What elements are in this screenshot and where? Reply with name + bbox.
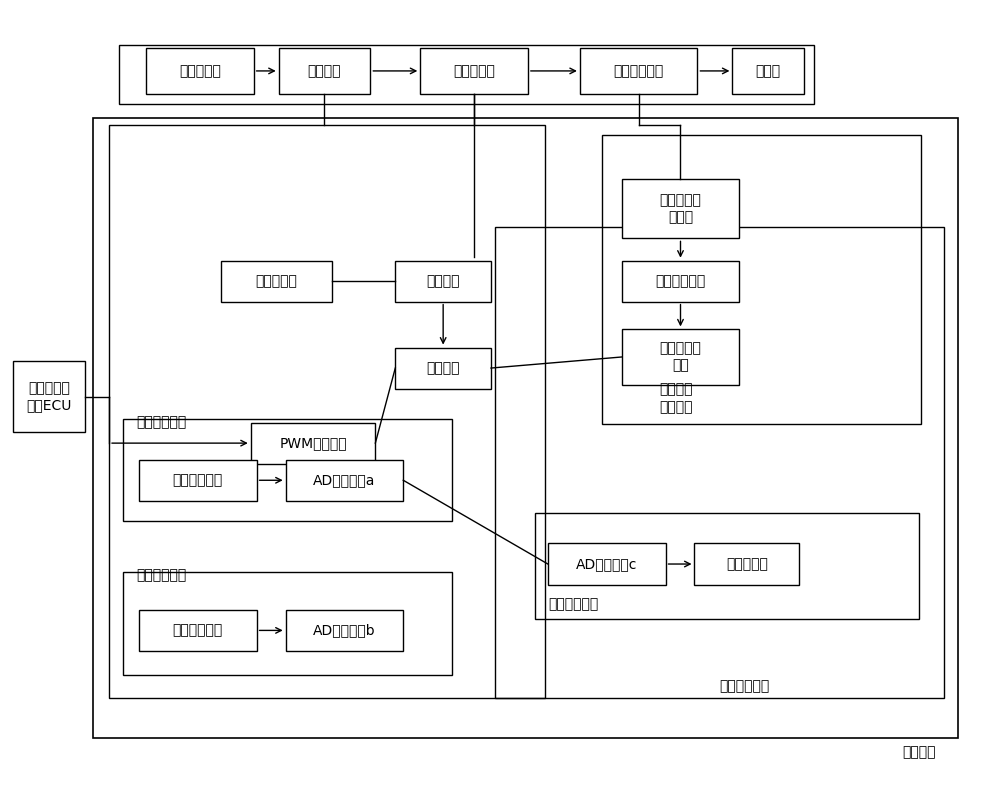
- Bar: [602, 135, 921, 424]
- Bar: [109, 125, 545, 699]
- Bar: [732, 48, 804, 94]
- Bar: [395, 347, 491, 389]
- Bar: [221, 261, 332, 301]
- Bar: [622, 179, 739, 239]
- Text: 控制模块: 控制模块: [426, 361, 460, 375]
- Text: AD转换模块a: AD转换模块a: [313, 473, 376, 487]
- Bar: [146, 48, 254, 94]
- Bar: [420, 48, 528, 94]
- Text: 温度传感器: 温度传感器: [726, 557, 768, 571]
- Bar: [139, 460, 257, 501]
- Bar: [13, 361, 85, 432]
- Bar: [251, 423, 375, 464]
- Bar: [495, 228, 944, 699]
- Text: 汽车水泵控
制器ECU: 汽车水泵控 制器ECU: [27, 381, 72, 412]
- Text: 直流无刷电机: 直流无刷电机: [613, 64, 664, 78]
- Text: 温度检测模块: 温度检测模块: [548, 597, 598, 611]
- Bar: [694, 543, 799, 584]
- Text: 干转堵转
检测模块: 干转堵转 检测模块: [660, 382, 693, 414]
- Text: 供电电路: 供电电路: [308, 64, 341, 78]
- Bar: [139, 610, 257, 651]
- Text: 电压采集电路: 电压采集电路: [173, 623, 223, 638]
- Text: AD转换模块c: AD转换模块c: [576, 557, 637, 571]
- Bar: [395, 261, 491, 301]
- Text: 压差采集电路: 压差采集电路: [173, 473, 223, 487]
- Text: 电压检测模块: 电压检测模块: [136, 569, 186, 582]
- Bar: [622, 329, 739, 385]
- Text: 故障检测电路: 故障检测电路: [719, 680, 769, 694]
- Bar: [535, 512, 919, 619]
- Text: 电流转速比
较器: 电流转速比 较器: [660, 341, 701, 373]
- Text: 主回路: 主回路: [756, 64, 781, 78]
- Bar: [286, 610, 403, 651]
- Text: 压差检测模块: 压差检测模块: [136, 416, 186, 430]
- Bar: [119, 45, 814, 104]
- Bar: [123, 572, 452, 675]
- Text: 电机驱动器: 电机驱动器: [453, 64, 495, 78]
- Bar: [622, 261, 739, 301]
- Bar: [123, 419, 452, 521]
- Text: PWM通信模块: PWM通信模块: [279, 436, 347, 450]
- Bar: [548, 543, 666, 584]
- Bar: [580, 48, 697, 94]
- Bar: [286, 460, 403, 501]
- Text: 电源输入端: 电源输入端: [179, 64, 221, 78]
- Text: 转速检测模块: 转速检测模块: [655, 274, 706, 288]
- Bar: [93, 117, 958, 737]
- Text: 看门狗电路: 看门狗电路: [256, 274, 298, 288]
- Bar: [279, 48, 370, 94]
- Text: 预驱动器: 预驱动器: [426, 274, 460, 288]
- Text: 反电动势采
集电路: 反电动势采 集电路: [660, 193, 701, 224]
- Text: AD转换模块b: AD转换模块b: [313, 623, 376, 638]
- Text: 控制回路: 控制回路: [902, 745, 936, 759]
